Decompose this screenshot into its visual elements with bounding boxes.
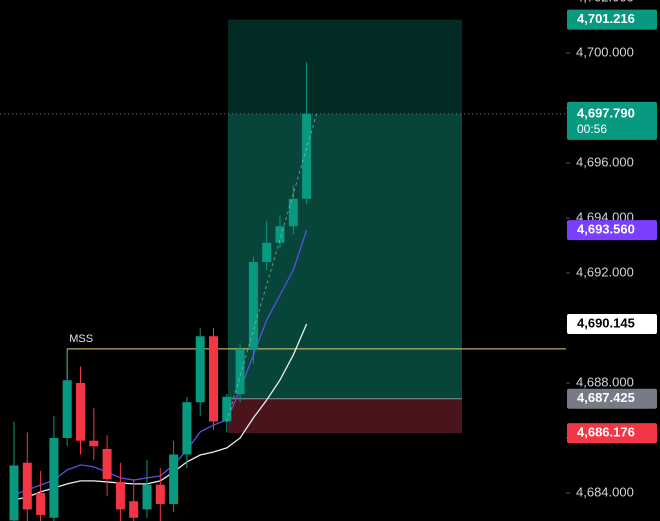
ma-tag: 4,690.145: [577, 315, 635, 330]
y-tick-label: 4,692.000: [576, 264, 634, 279]
stop-tag: 4,686.176: [577, 425, 635, 440]
y-tick-label: 4,684.000: [576, 484, 634, 499]
last-price-tag-bg: [567, 101, 657, 140]
candle-body: [76, 382, 85, 441]
candle-body: [182, 402, 192, 455]
ma-tag-bg: [567, 314, 657, 335]
candle-body: [262, 242, 272, 263]
candle-body: [169, 454, 179, 504]
candle-body: [89, 440, 99, 447]
candle-body: [235, 349, 245, 394]
stop-zone: [228, 398, 462, 434]
candle-body: [222, 396, 232, 422]
candle-body: [302, 113, 312, 199]
mss-label: MSS: [69, 333, 93, 345]
candle-body: [248, 262, 258, 350]
last-price-tag: 4,697.790: [577, 105, 635, 120]
candle-body: [115, 481, 125, 510]
ma-tag-bg: [567, 220, 657, 241]
entry-tag: 4,687.425: [577, 390, 635, 405]
ma-tag: 4,693.560: [577, 222, 635, 237]
y-tick-label: 4,696.000: [576, 154, 634, 169]
candle-body: [36, 492, 46, 515]
y-tick-label: 4,700.000: [576, 44, 634, 59]
candle-body: [49, 437, 59, 518]
candle-body: [275, 226, 285, 243]
y-tick-label: 4,688.000: [576, 374, 634, 389]
candle-body: [22, 462, 32, 510]
candle-body: [155, 484, 165, 504]
countdown: 00:56: [577, 122, 607, 136]
y-tick-label: 4,702.000: [576, 0, 634, 5]
target-tag-bg: [567, 9, 657, 30]
entry-tag-bg: [567, 388, 657, 409]
stop-tag-bg: [567, 423, 657, 444]
candle-body: [209, 336, 218, 422]
candle-body: [102, 448, 112, 480]
candle-body: [195, 336, 205, 403]
candle-body: [288, 198, 298, 227]
candle-body: [9, 465, 19, 521]
target-tag: 4,701.216: [577, 11, 635, 26]
candle-body: [129, 501, 139, 518]
target-zone: [228, 19, 462, 114]
candle-body: [142, 484, 152, 510]
candle-body: [62, 380, 72, 438]
